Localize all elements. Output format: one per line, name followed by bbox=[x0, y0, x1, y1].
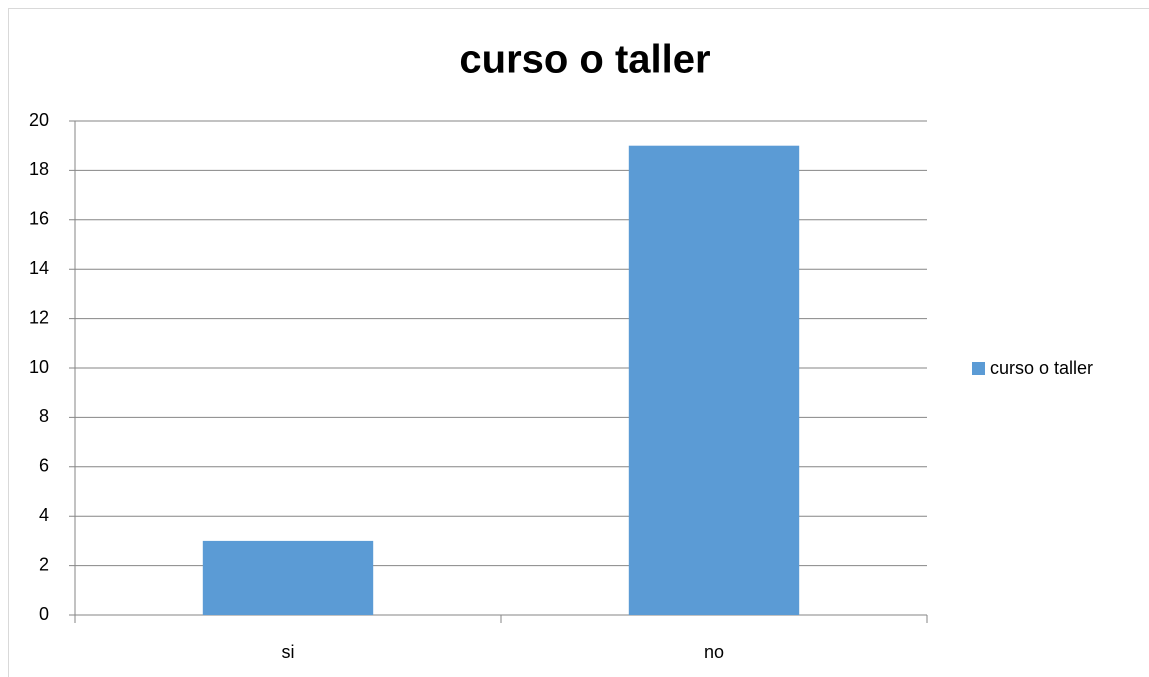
y-tick-label: 4 bbox=[39, 505, 49, 525]
y-tick-label: 0 bbox=[39, 604, 49, 624]
legend-label: curso o taller bbox=[990, 358, 1093, 378]
chart-border bbox=[8, 8, 1149, 677]
y-tick-label: 18 bbox=[29, 159, 49, 179]
legend-swatch bbox=[972, 362, 985, 375]
y-tick-label: 16 bbox=[29, 209, 49, 229]
chart-title: curso o taller bbox=[459, 38, 710, 82]
y-tick-label: 14 bbox=[29, 258, 49, 278]
x-tick-label: no bbox=[704, 642, 724, 662]
x-tick-label: si bbox=[282, 642, 295, 662]
y-tick-label: 6 bbox=[39, 456, 49, 476]
bar bbox=[202, 540, 374, 615]
y-tick-label: 10 bbox=[29, 357, 49, 377]
y-tick-label: 20 bbox=[29, 110, 49, 130]
y-tick-label: 8 bbox=[39, 406, 49, 426]
y-tick-label: 12 bbox=[29, 307, 49, 327]
y-tick-label: 2 bbox=[39, 554, 49, 574]
bar bbox=[628, 145, 800, 615]
